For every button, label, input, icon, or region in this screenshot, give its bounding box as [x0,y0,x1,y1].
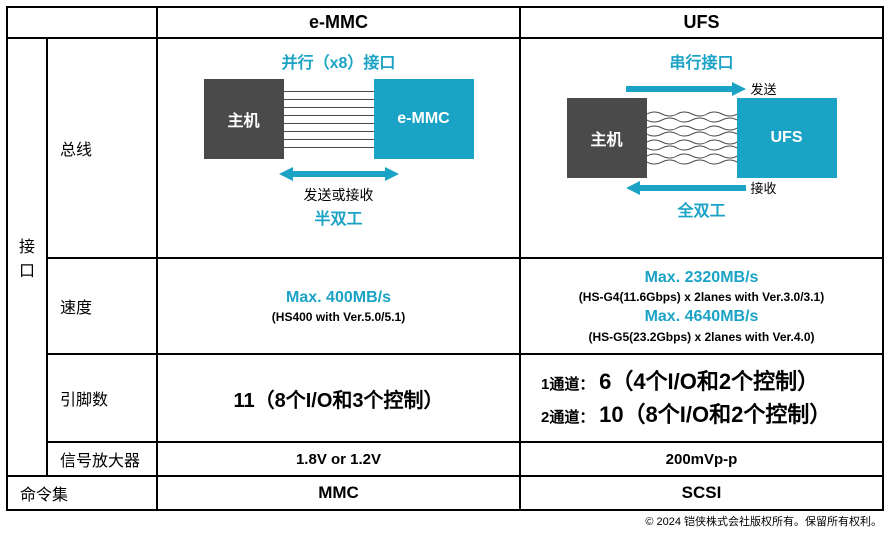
emmc-speed-detail: (HS400 with Ver.5.0/5.1) [162,309,515,326]
double-arrow-icon [279,165,399,183]
ufs-speed-max1: Max. 2320MB/s [525,267,878,289]
row-cmdset-label: 命令集 [7,476,157,510]
emmc-cmdset: MMC [157,476,520,510]
row-speed-label: 速度 [47,258,157,354]
header-blank [7,7,157,38]
ufs-recv-label: 接收 [750,178,776,197]
ufs-speed-detail2: (HS-G5(23.2Gbps) x 2lanes with Ver.4.0) [525,329,878,346]
ufs-pin2-main: 10（8个I/O和2个控制） [599,402,831,427]
ufs-speed-detail1: (HS-G4(11.6Gbps) x 2lanes with Ver.3.0/3… [525,289,878,306]
ufs-pin1-prefix: 1通道： [541,376,594,393]
ufs-blocks: 主机 UFS [567,98,837,178]
serial-lines-icon [647,98,737,178]
group-interface: 接口 [7,38,47,476]
ufs-duplex-label: 全双工 [677,197,725,221]
ufs-bus-title: 串行接口 [669,49,733,73]
ufs-host-box: 主机 [567,98,647,178]
header-emmc: e-MMC [157,7,520,38]
ufs-cmdset: SCSI [520,476,883,510]
ufs-amp: 200mVp-p [520,442,883,476]
emmc-speed-cell: Max. 400MB/s (HS400 with Ver.5.0/5.1) [157,258,520,354]
row-amp-label: 信号放大器 [47,442,157,476]
ufs-device-box: UFS [737,98,837,178]
ufs-bus-diagram: 串行接口 发送 主机 [520,38,883,258]
ufs-send-label: 发送 [750,79,776,98]
emmc-pin-main: 11（8个I/O和3个控制） [233,390,443,412]
arrow-left-icon [626,180,746,196]
emmc-amp: 1.8V or 1.2V [157,442,520,476]
emmc-host-box: 主机 [204,79,284,159]
arrow-right-icon [626,81,746,97]
ufs-pin2-prefix: 2通道： [541,409,594,426]
emmc-bus-diagram: 并行（x8）接口 主机 e-MMC 发送或接收 半双工 [157,38,520,258]
ufs-pin1-main: 6（4个I/O和2个控制） [599,369,819,394]
row-pins-label: 引脚数 [47,354,157,442]
copyright-footer: © 2024 铠侠株式会社版权所有。保留所有权利。 [6,513,882,529]
comparison-table: e-MMC UFS 接口 总线 并行（x8）接口 主机 e-MMC 发送或接 [6,6,884,511]
ufs-speed-max2: Max. 4640MB/s [525,306,878,328]
emmc-pin-cell: 11（8个I/O和3个控制） [157,354,520,442]
parallel-lines-icon [284,79,374,159]
emmc-speed-max: Max. 400MB/s [162,287,515,309]
emmc-bus-title: 并行（x8）接口 [282,49,396,73]
emmc-duplex-label: 半双工 [314,205,362,229]
emmc-device-box: e-MMC [374,79,474,159]
row-bus-label: 总线 [47,38,157,258]
emmc-sendrecv-label: 发送或接收 [304,185,374,205]
ufs-pin-cell: 1通道： 6（4个I/O和2个控制） 2通道： 10（8个I/O和2个控制） [520,354,883,442]
header-ufs: UFS [520,7,883,38]
ufs-speed-cell: Max. 2320MB/s (HS-G4(11.6Gbps) x 2lanes … [520,258,883,354]
emmc-blocks: 主机 e-MMC [204,79,474,159]
